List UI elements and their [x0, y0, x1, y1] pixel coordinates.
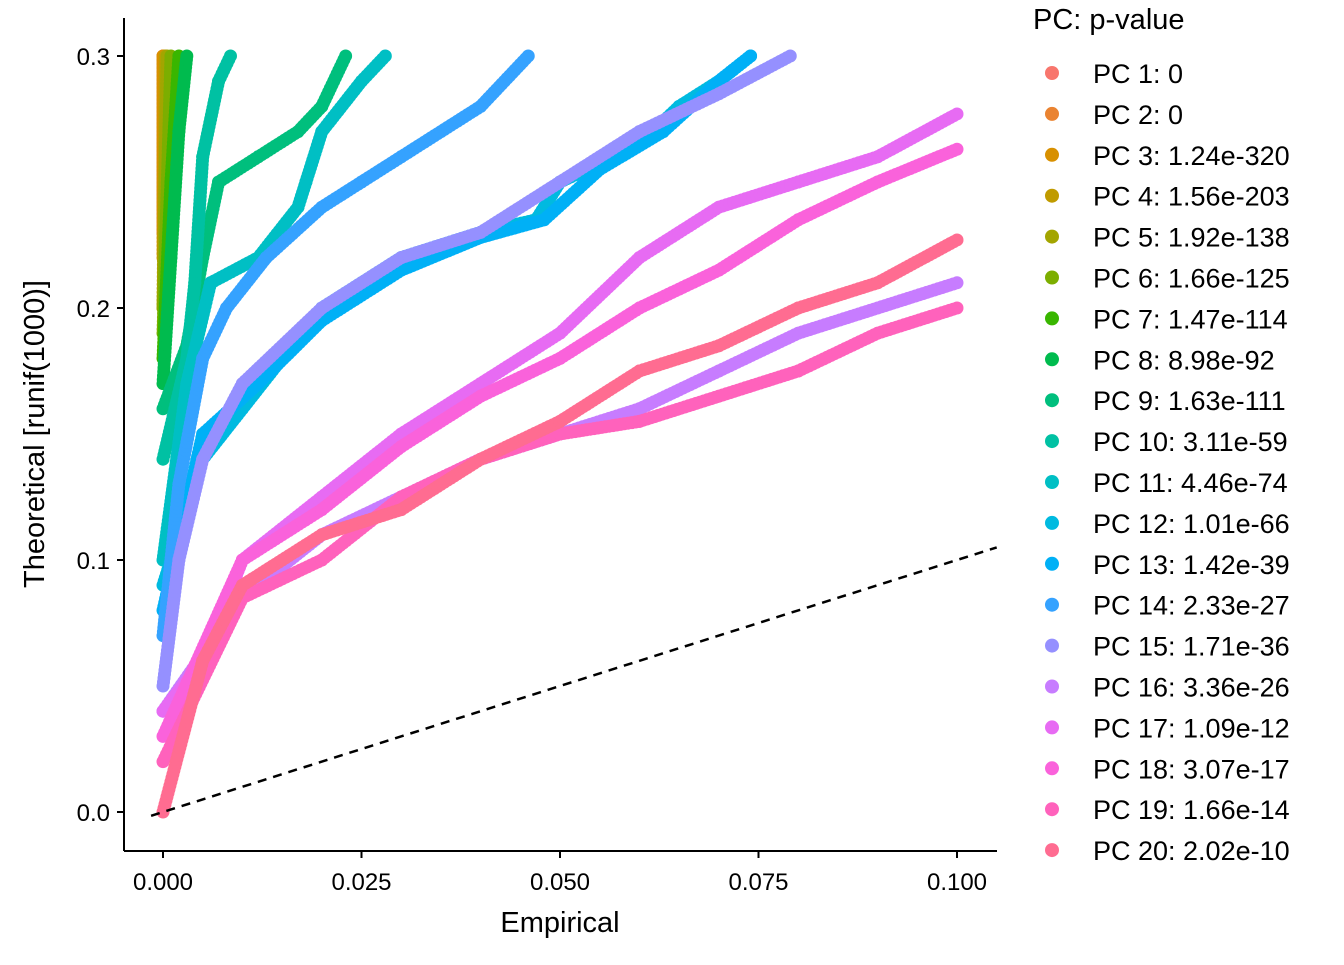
legend-key-dot: [1045, 188, 1059, 203]
legend-key-dot: [1045, 106, 1059, 121]
legend-label: PC 19: 1.66e-14: [1093, 795, 1290, 825]
legend-item: PC 6: 1.66e-125: [1045, 264, 1290, 294]
legend-label: PC 5: 1.92e-138: [1093, 223, 1290, 253]
data-point: [950, 301, 964, 315]
legend-key-dot: [1045, 147, 1059, 162]
y-ticks: 0.0 0.1 0.2 0.3: [77, 44, 124, 827]
legend-label: PC 9: 1.63e-111: [1093, 386, 1286, 416]
legend-key-dot: [1045, 515, 1059, 530]
legend-key-dot: [1045, 761, 1059, 776]
legend-key-dot: [1045, 556, 1059, 571]
series-pc-15: [156, 49, 797, 693]
legend-item: PC 2: 0: [1045, 100, 1183, 130]
legend-label: PC 20: 2.02e-10: [1093, 836, 1290, 866]
data-point: [521, 49, 535, 63]
x-axis-title: Empirical: [500, 907, 619, 939]
legend-key-dot: [1045, 66, 1059, 80]
legend-label: PC 16: 3.36e-26: [1093, 673, 1290, 703]
legend-key-dot: [1045, 720, 1059, 735]
data-point: [950, 142, 964, 156]
legend-key-dot: [1045, 393, 1059, 408]
x-ticks: 0.000 0.025 0.050 0.075 0.100: [133, 851, 987, 896]
y-tick-label: 0.1: [77, 548, 110, 575]
legend-label: PC 1: 0: [1093, 59, 1183, 89]
legend-key-dot: [1045, 352, 1059, 367]
legend-key-dot: [1045, 434, 1059, 449]
legend-key-dot: [1045, 311, 1059, 326]
reference-line: [150, 546, 998, 817]
legend-key-dot: [1045, 229, 1059, 244]
data-point: [950, 233, 964, 247]
legend-item: PC 3: 1.24e-320: [1045, 141, 1290, 171]
legend-label: PC 14: 2.33e-27: [1093, 591, 1290, 621]
x-tick-label: 0.025: [331, 869, 391, 896]
legend-item: PC 8: 8.98e-92: [1045, 345, 1275, 375]
legend-item: PC 13: 1.42e-39: [1045, 550, 1290, 580]
legend-label: PC 15: 1.71e-36: [1093, 632, 1290, 662]
legend-item: PC 9: 1.63e-111: [1045, 386, 1286, 416]
series-pc-20: [156, 233, 964, 819]
legend-item: PC 10: 3.11e-59: [1045, 427, 1288, 457]
data-point: [223, 49, 237, 63]
series-pc-13: [156, 49, 758, 617]
legend-item: PC 19: 1.66e-14: [1045, 795, 1290, 825]
data-point: [339, 49, 353, 63]
x-tick-label: 0.100: [927, 869, 987, 896]
y-tick-label: 0.2: [77, 296, 110, 323]
legend-item: PC 17: 1.09e-12: [1045, 713, 1290, 743]
y-tick-label: 0.0: [77, 800, 110, 827]
y-tick-label: 0.3: [77, 44, 110, 71]
data-point: [950, 107, 964, 121]
x-tick-label: 0.075: [728, 869, 788, 896]
legend-label: PC 2: 0: [1093, 100, 1183, 130]
legend-label: PC 8: 8.98e-92: [1093, 345, 1275, 375]
legend-item: PC 11: 4.46e-74: [1045, 468, 1288, 498]
series-pc-8: [156, 49, 194, 391]
legend-label: PC 17: 1.09e-12: [1093, 713, 1290, 743]
data-point: [180, 49, 194, 63]
x-tick-label: 0.000: [133, 869, 193, 896]
legend-item: PC 7: 1.47e-114: [1045, 304, 1288, 334]
data-point: [783, 49, 797, 63]
data-point: [744, 49, 758, 63]
legend-item: PC 16: 3.36e-26: [1045, 673, 1290, 703]
series-pc-14: [156, 49, 535, 643]
legend-label: PC 18: 3.07e-17: [1093, 754, 1290, 784]
legend-item: PC 18: 3.07e-17: [1045, 754, 1290, 784]
data-point: [378, 49, 392, 63]
legend-item: PC 12: 1.01e-66: [1045, 509, 1290, 539]
legend-label: PC 13: 1.42e-39: [1093, 550, 1290, 580]
legend-key-dot: [1045, 638, 1059, 653]
legend-key-dot: [1045, 843, 1059, 858]
legend-title: PC: p-value: [1033, 4, 1185, 36]
legend: PC 1: 0 PC 2: 0 PC 3: 1.24e-320 PC 4: 1.56e…: [1045, 59, 1290, 866]
legend-item: PC 20: 2.02e-10: [1045, 836, 1290, 866]
legend-label: PC 3: 1.24e-320: [1093, 141, 1290, 171]
x-tick-label: 0.050: [530, 869, 590, 896]
legend-key-dot: [1045, 597, 1059, 612]
legend-item: PC 1: 0: [1045, 59, 1183, 89]
points-layer: [156, 49, 964, 819]
legend-label: PC 4: 1.56e-203: [1093, 182, 1290, 212]
legend-label: PC 7: 1.47e-114: [1093, 304, 1288, 334]
data-point: [950, 276, 964, 290]
legend-item: PC 15: 1.71e-36: [1045, 632, 1290, 662]
legend-item: PC 14: 2.33e-27: [1045, 591, 1290, 621]
legend-label: PC 6: 1.66e-125: [1093, 264, 1290, 294]
legend-label: PC 10: 3.11e-59: [1093, 427, 1288, 457]
legend-item: PC 4: 1.56e-203: [1045, 182, 1290, 212]
legend-key-dot: [1045, 270, 1059, 285]
legend-key-dot: [1045, 475, 1059, 489]
legend-key-dot: [1045, 802, 1059, 817]
legend-label: PC 11: 4.46e-74: [1093, 468, 1288, 498]
y-axis-title: Theoretical [runif(1000)]: [19, 280, 51, 588]
legend-label: PC 12: 1.01e-66: [1093, 509, 1290, 539]
legend-key-dot: [1045, 679, 1059, 694]
legend-item: PC 5: 1.92e-138: [1045, 223, 1290, 253]
